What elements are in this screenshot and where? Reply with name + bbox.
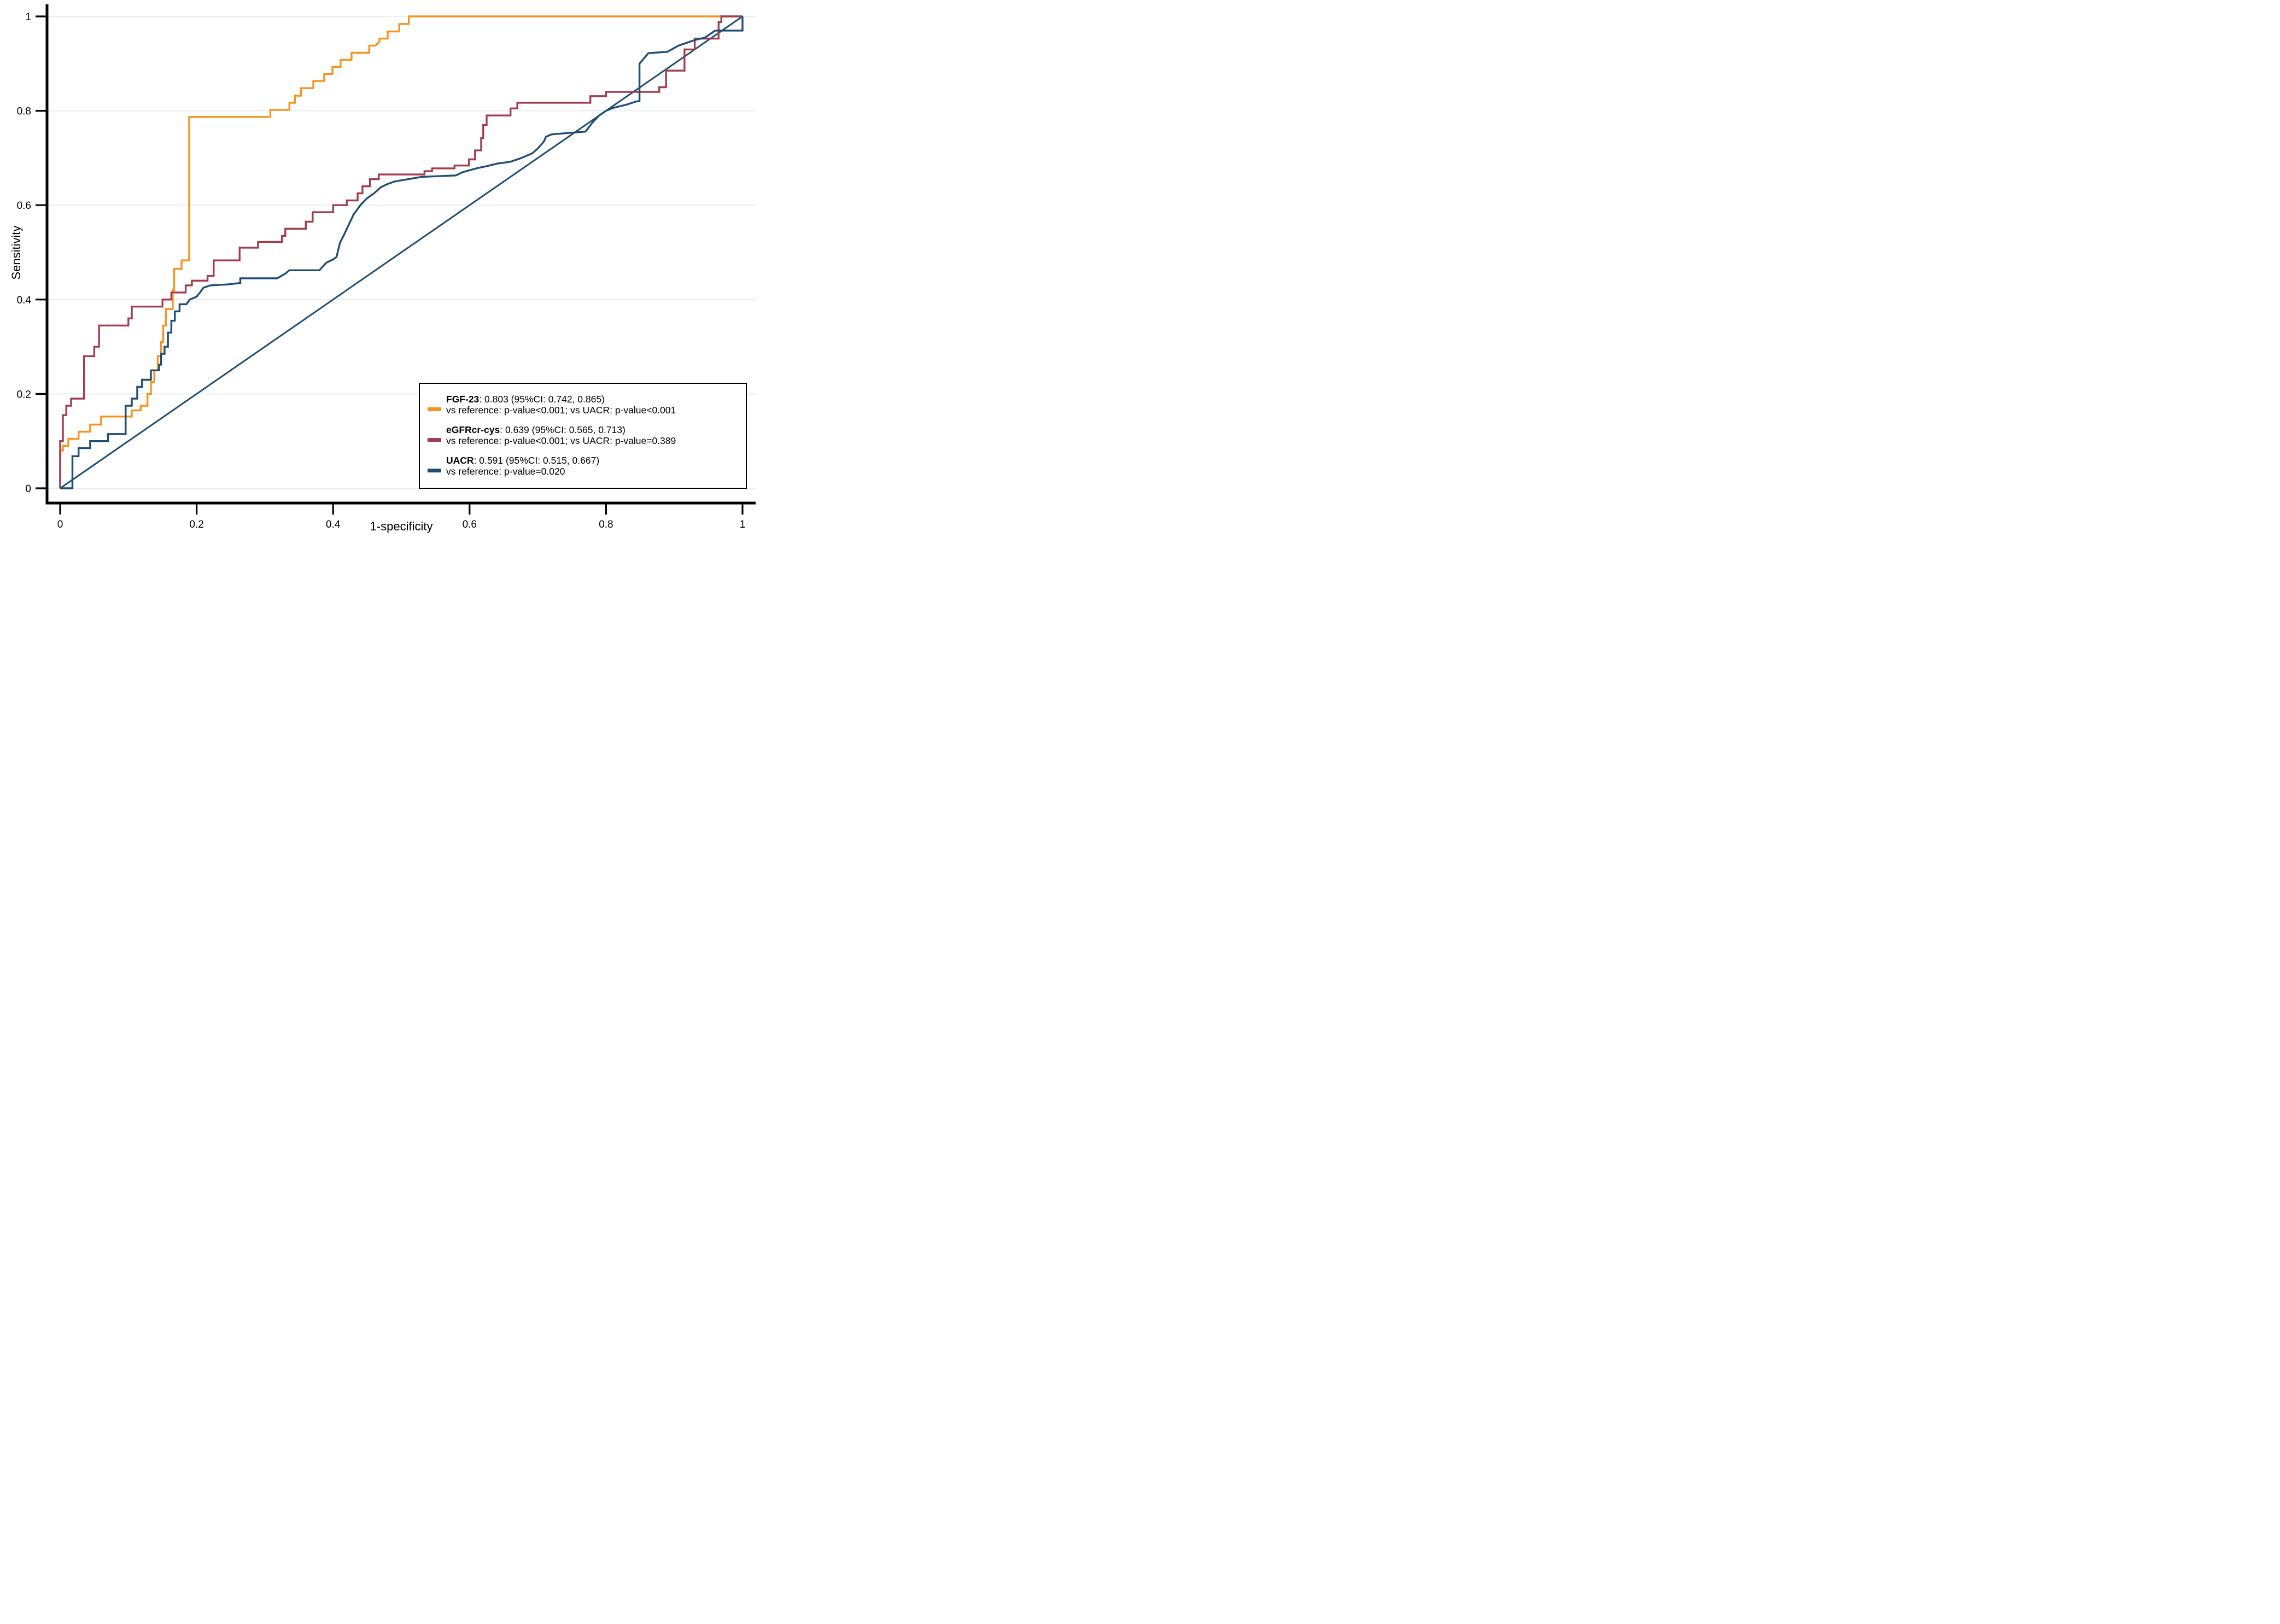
series-compare-fgf23: vs reference: p-value<0.001; vs UACR: p-…	[446, 405, 676, 416]
series-name-uacr: UACR	[446, 455, 474, 466]
legend-swatch-col	[428, 394, 446, 416]
x-tick-label-1: 1	[740, 519, 746, 530]
legend-text-fgf23: FGF-23: 0.803 (95%CI: 0.742, 0.865) vs r…	[446, 394, 739, 416]
x-axis-title: 1-specificity	[370, 519, 433, 533]
y-tick-label-0.4: 0.4	[17, 295, 32, 306]
uacr-line-swatch-icon	[428, 469, 441, 472]
series-auc-fgf23: : 0.803 (95%CI: 0.742, 0.865)	[479, 394, 605, 405]
x-tick-label-0.6: 0.6	[463, 519, 477, 530]
y-tick-label-0.8: 0.8	[17, 106, 31, 118]
legend-text-uacr: UACR: 0.591 (95%CI: 0.515, 0.667) vs ref…	[446, 455, 739, 477]
y-tick-label-0.2: 0.2	[17, 389, 31, 400]
roc-curve-uacr	[60, 16, 744, 489]
tick-labels: 0 0.2 0.4 0.6 0.8 1 0 0.2 0.4 0.6 0.8 1	[17, 11, 746, 530]
legend-entry-egfr: eGFRcr-cys: 0.639 (95%CI: 0.565, 0.713) …	[428, 424, 739, 446]
series-compare-egfr: vs reference: p-value<0.001; vs UACR: p-…	[446, 435, 676, 446]
roc-curve-egfrcrcys	[59, 15, 743, 488]
roc-chart: 0 0.2 0.4 0.6 0.8 1 0 0.2 0.4 0.6 0.8 1	[17, 4, 756, 530]
series-name-fgf23: FGF-23	[446, 394, 480, 405]
legend-entry-uacr: UACR: 0.591 (95%CI: 0.515, 0.667) vs ref…	[428, 455, 739, 477]
y-tick-label-1: 1	[25, 11, 31, 23]
roc-curve-fgf23	[59, 15, 743, 488]
x-tick-label-0.4: 0.4	[326, 519, 341, 530]
series-auc-uacr: : 0.591 (95%CI: 0.515, 0.667)	[473, 455, 600, 466]
curves	[59, 15, 744, 489]
legend-swatch-col	[428, 455, 446, 477]
legend-entry-fgf23: FGF-23: 0.803 (95%CI: 0.742, 0.865) vs r…	[428, 394, 739, 416]
egfr-line-swatch-icon	[428, 438, 441, 442]
series-compare-uacr: vs reference: p-value=0.020	[446, 466, 565, 477]
y-tick-label-0: 0	[25, 483, 31, 495]
axes	[45, 4, 756, 505]
x-tick-label-0: 0	[57, 519, 63, 530]
tick-marks	[36, 15, 744, 515]
legend: FGF-23: 0.803 (95%CI: 0.742, 0.865) vs r…	[419, 383, 747, 489]
series-auc-egfr: : 0.639 (95%CI: 0.565, 0.713)	[500, 424, 625, 435]
legend-text-egfr: eGFRcr-cys: 0.639 (95%CI: 0.565, 0.713) …	[446, 424, 739, 446]
x-tick-label-0.2: 0.2	[189, 519, 203, 530]
series-name-egfr: eGFRcr-cys	[446, 424, 500, 435]
y-tick-label-0.6: 0.6	[17, 200, 31, 212]
roc-curve-reference	[60, 15, 743, 489]
fgf23-line-swatch-icon	[428, 407, 441, 411]
roc-figure: 0 0.2 0.4 0.6 0.8 1 0 0.2 0.4 0.6 0.8 1 1-specifici…	[0, 0, 760, 541]
x-tick-label-0.8: 0.8	[599, 519, 613, 530]
y-axis-title: Sensitivity	[9, 225, 23, 280]
legend-swatch-col	[428, 424, 446, 446]
